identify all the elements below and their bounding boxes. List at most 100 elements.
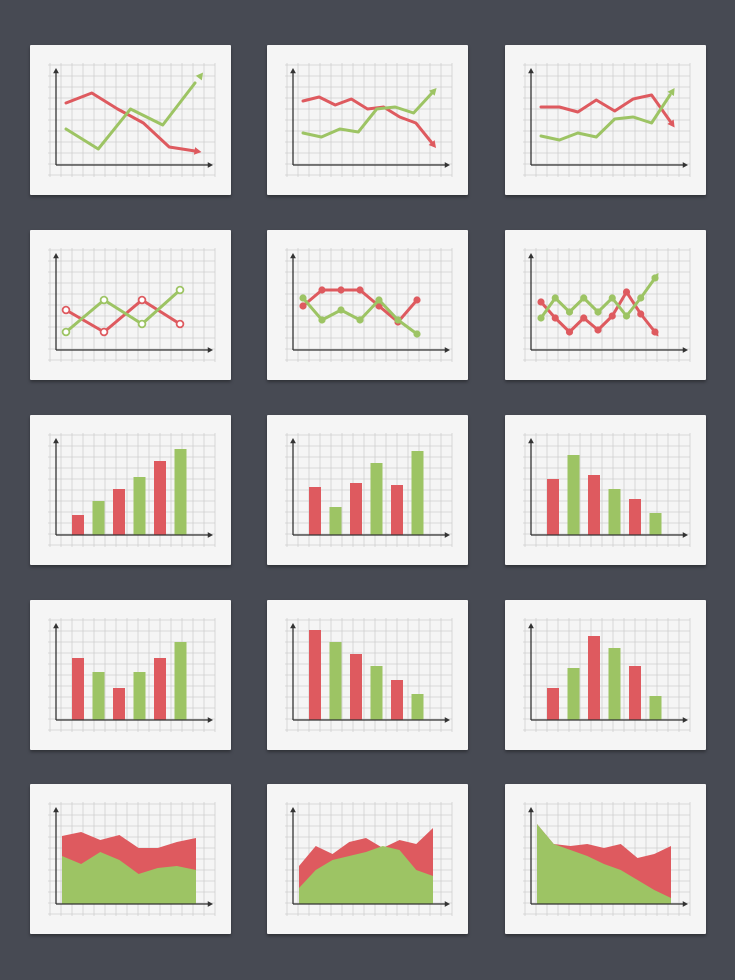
chart-svg: [523, 63, 691, 177]
y-axis-arrow: [528, 253, 534, 259]
grid: [48, 248, 216, 362]
point: [608, 312, 616, 320]
plot-area: [299, 828, 433, 904]
chart-card: [267, 600, 468, 750]
y-axis-arrow: [53, 253, 59, 259]
line-green: [301, 91, 434, 139]
point: [622, 288, 631, 296]
bar: [329, 642, 342, 720]
line-green: [539, 93, 672, 142]
area-green: [299, 846, 433, 904]
point: [299, 302, 307, 310]
x-axis-arrow: [207, 532, 213, 538]
x-axis-arrow: [444, 717, 450, 723]
bar: [370, 666, 383, 720]
y-axis-arrow: [290, 807, 296, 813]
x-axis-arrow: [444, 162, 450, 168]
y-axis-arrow: [290, 253, 296, 259]
point: [137, 319, 147, 329]
plot-area: [301, 88, 437, 148]
y-axis-arrow: [53, 807, 59, 813]
chart-card: [505, 230, 706, 380]
bar: [154, 461, 166, 535]
chart-svg: [523, 618, 691, 732]
grid: [523, 248, 691, 362]
chart-card: [505, 415, 706, 565]
point: [580, 294, 588, 302]
point: [356, 316, 364, 324]
chart-card: [505, 784, 706, 934]
plot-area: [72, 449, 187, 535]
point: [375, 296, 383, 304]
chart-card: [267, 230, 468, 380]
grid: [523, 63, 691, 177]
plot-area: [547, 636, 662, 720]
x-axis-arrow: [207, 347, 213, 353]
point: [375, 302, 383, 310]
chart-card: [267, 45, 468, 195]
point: [99, 327, 109, 337]
chart-card: [30, 784, 231, 934]
plot-area: [72, 642, 187, 720]
plot-area: [547, 455, 662, 535]
plot-area: [309, 630, 424, 720]
arrow-head: [428, 140, 437, 148]
x-axis-arrow: [682, 162, 688, 168]
point: [175, 285, 185, 295]
bar: [649, 696, 662, 720]
bar: [113, 688, 125, 720]
plot-area: [537, 824, 671, 904]
point: [337, 286, 345, 294]
point: [551, 294, 559, 302]
axes: [292, 73, 445, 166]
chart-svg: [285, 802, 453, 916]
line-red: [539, 93, 672, 123]
bar: [588, 475, 600, 535]
line-red: [64, 298, 182, 334]
axes: [55, 443, 208, 536]
bar: [113, 489, 125, 535]
bar: [567, 455, 580, 535]
line-red: [64, 91, 197, 153]
point: [394, 316, 402, 324]
bar: [174, 449, 187, 535]
y-axis-arrow: [528, 623, 534, 629]
bar: [133, 672, 146, 720]
chart-card: [267, 415, 468, 565]
bar: [608, 648, 621, 720]
axes: [55, 258, 208, 351]
y-axis-arrow: [53, 438, 59, 444]
axes: [55, 628, 208, 721]
plot-area: [537, 273, 659, 337]
y-axis-arrow: [53, 623, 59, 629]
bar: [350, 483, 362, 535]
x-axis-arrow: [444, 532, 450, 538]
x-axis-arrow: [682, 717, 688, 723]
plot-area: [62, 832, 196, 904]
axes: [292, 258, 445, 351]
point: [99, 295, 109, 305]
chart-svg: [285, 63, 453, 177]
point: [594, 326, 602, 334]
y-axis-arrow: [53, 68, 59, 74]
bar: [629, 666, 641, 720]
area-green: [62, 852, 196, 904]
point: [337, 306, 345, 314]
point: [622, 312, 631, 320]
bar: [629, 499, 641, 535]
arrow-head: [667, 88, 675, 96]
line-green: [64, 288, 182, 334]
point: [580, 314, 588, 322]
point: [318, 286, 326, 294]
bar: [92, 501, 105, 535]
bar: [309, 487, 321, 535]
axes: [292, 443, 445, 536]
axes: [530, 812, 683, 905]
chart-svg: [48, 802, 216, 916]
point: [537, 314, 545, 322]
plot-area: [299, 286, 421, 338]
bar: [92, 672, 105, 720]
chart-svg: [48, 618, 216, 732]
bar: [154, 658, 166, 720]
grid: [285, 248, 453, 362]
